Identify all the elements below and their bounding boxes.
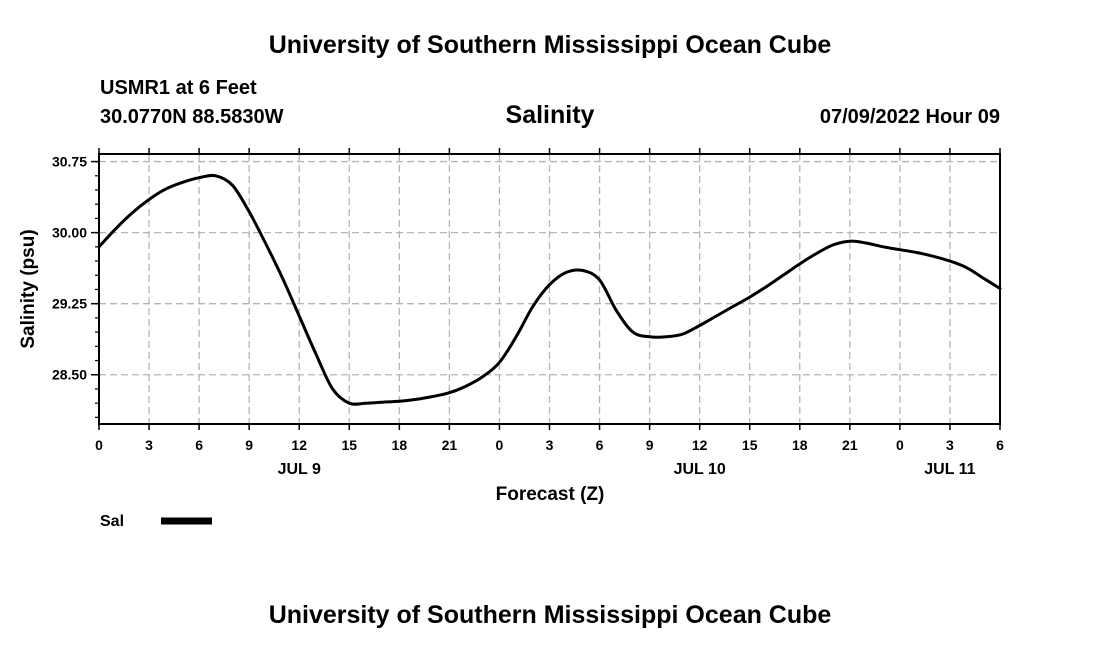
- x-tick-label: 6: [195, 437, 203, 453]
- tick-layer: [91, 148, 1001, 430]
- x-tick-label: 0: [496, 437, 504, 453]
- x-date-label: JUL 11: [924, 461, 975, 478]
- x-tick-label: 6: [596, 437, 604, 453]
- x-tick-label: 15: [341, 437, 357, 453]
- y-axis-title: Salinity (psu): [18, 229, 39, 348]
- footer-title: University of Southern Mississippi Ocean…: [268, 601, 832, 629]
- label-layer: 0 3 6 9 12 15 18 21 0 3 6 9 12 15 18 21 0 3 6 JUL 9 JUL 10 JU…: [52, 154, 1004, 478]
- x-tick-label: 3: [946, 437, 954, 453]
- x-tick-label: 18: [792, 437, 808, 453]
- chart-title: Salinity: [505, 101, 595, 129]
- x-tick-label: 9: [245, 437, 253, 453]
- x-tick-label: 12: [692, 437, 708, 453]
- coordinates-label: 30.0770N 88.5830W: [100, 106, 284, 128]
- x-date-label: JUL 10: [674, 461, 726, 478]
- x-tick-label: 3: [145, 437, 153, 453]
- y-tick-label: 30.00: [52, 225, 87, 241]
- x-tick-label: 0: [95, 437, 103, 453]
- station-label: USMR1 at 6 Feet: [100, 77, 257, 99]
- x-tick-label: 6: [996, 437, 1004, 453]
- y-tick-label: 30.75: [52, 154, 87, 170]
- x-axis-title: Forecast (Z): [496, 484, 605, 505]
- y-tick-label: 29.25: [52, 296, 87, 312]
- header-title: University of Southern Mississippi Ocean…: [268, 31, 832, 59]
- x-tick-label: 21: [442, 437, 458, 453]
- x-tick-label: 0: [896, 437, 904, 453]
- datetime-label: 07/09/2022 Hour 09: [819, 106, 1000, 128]
- legend-label: Sal: [100, 513, 124, 530]
- grid-layer: [99, 154, 1000, 424]
- x-tick-label: 9: [646, 437, 654, 453]
- x-tick-label: 18: [392, 437, 408, 453]
- y-tick-label: 28.50: [52, 367, 87, 383]
- x-tick-label: 15: [742, 437, 758, 453]
- x-date-label: JUL 9: [278, 461, 321, 478]
- x-tick-label: 3: [546, 437, 554, 453]
- series-line-sal: [97, 173, 1002, 406]
- x-tick-label: 12: [291, 437, 307, 453]
- x-tick-label: 21: [842, 437, 858, 453]
